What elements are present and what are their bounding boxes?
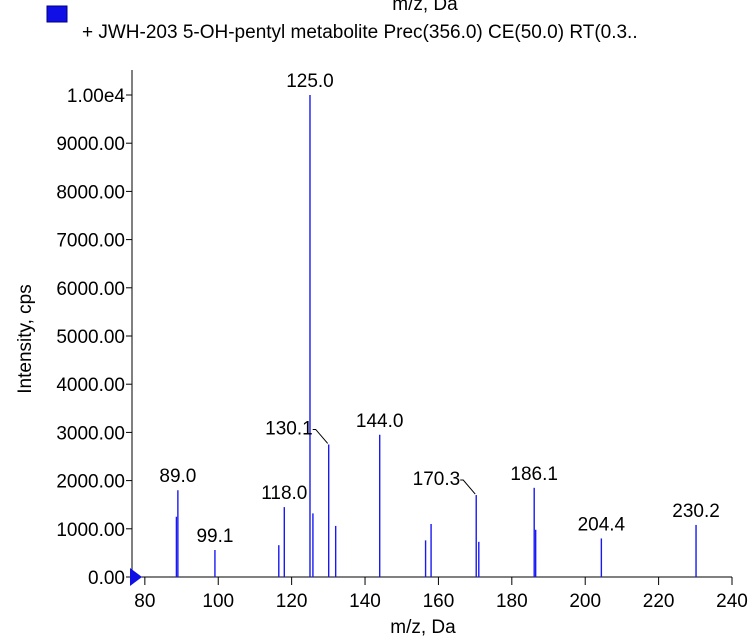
peak-label: 170.3 [413, 469, 461, 490]
legend-swatch [46, 5, 68, 23]
y-tick-label: 9000.00 [56, 134, 125, 155]
y-tick-label: 1.00e4 [67, 86, 126, 107]
legend-label: + JWH-203 5-OH-pentyl metabolite Prec(35… [82, 22, 638, 43]
x-tick-label: 160 [423, 591, 455, 612]
peak-label: 230.2 [672, 501, 720, 522]
x-tick-label: 140 [349, 591, 381, 612]
x-tick-label: 180 [496, 591, 528, 612]
peak-label: 125.0 [286, 71, 334, 92]
axes: 0.00 1000.00 2000.00 3000.00 4000.00 5000.00 6… [56, 70, 748, 612]
y-tick-label: 7000.00 [56, 231, 125, 252]
legend: + JWH-203 5-OH-pentyl metabolite Prec(35… [46, 5, 638, 43]
y-tick-label: 1000.00 [56, 520, 125, 541]
peak-label-leader [312, 428, 329, 444]
peak-label: 186.1 [510, 464, 558, 485]
x-axis-title: m/z, Da [390, 617, 456, 638]
y-tick-label: 5000.00 [56, 327, 125, 348]
origin-marker-icon [130, 568, 142, 586]
y-tick-label: 8000.00 [56, 182, 125, 203]
peak-label: 89.0 [159, 466, 196, 487]
y-axis-title: Intensity, cps [15, 284, 36, 393]
x-tick-label: 80 [134, 591, 155, 612]
peaks [175, 95, 697, 577]
y-tick-label: 6000.00 [56, 279, 125, 300]
x-tick-label: 120 [276, 591, 308, 612]
clipped-header-text: m/z, Da [392, 0, 458, 15]
y-tick-label: 2000.00 [56, 472, 125, 493]
x-tick-label: 240 [716, 591, 748, 612]
peak-label-leader [460, 479, 476, 495]
peak-label: 204.4 [578, 514, 626, 535]
peak-label: 99.1 [196, 526, 233, 547]
peak-labels: 89.0 99.1 118.0 125.0 130.1 144.0 170.3 186.1 20… [159, 71, 719, 547]
x-tick-label: 100 [202, 591, 234, 612]
y-tick-label: 3000.00 [56, 423, 125, 444]
y-tick-label: 4000.00 [56, 375, 125, 396]
x-tick-label: 200 [569, 591, 601, 612]
peak-label: 118.0 [261, 483, 307, 504]
peak-label: 144.0 [356, 411, 404, 432]
y-tick-label: 0.00 [88, 568, 125, 589]
x-tick-label: 220 [643, 591, 675, 612]
peak-label: 130.1 [265, 418, 313, 439]
